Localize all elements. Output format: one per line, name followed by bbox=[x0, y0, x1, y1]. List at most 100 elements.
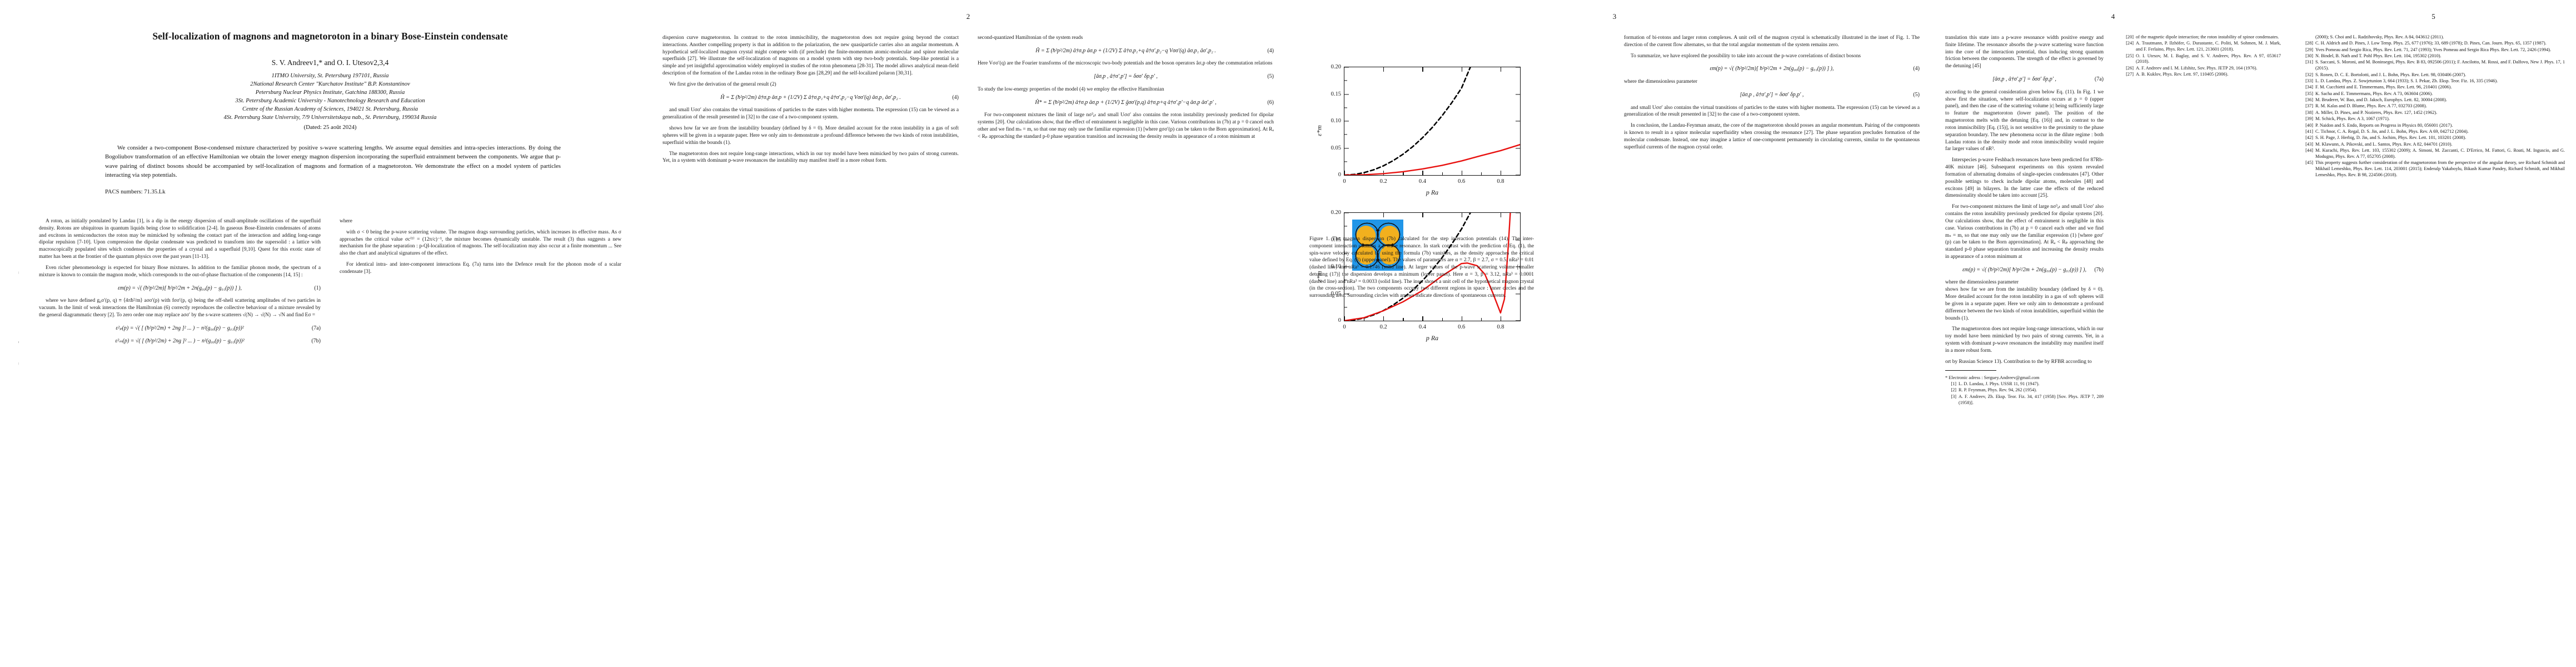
page-5: 5 (2000); S. Choi and L. Radzihovsky, Ph… bbox=[2293, 0, 2574, 667]
reference-text: A. Miller, D. Pines, and P. Nozieres, Ph… bbox=[2315, 109, 2438, 115]
reference-item: [36] M. Bruderer, W. Bao, and D. Jaksch, … bbox=[2302, 97, 2565, 103]
reference-text: A. F. Andreev, Zh. Eksp. Teor. Fiz. 34, … bbox=[1959, 394, 2104, 405]
references-list: (2000); S. Choi and L. Radzihovsky, Phys… bbox=[2302, 34, 2565, 178]
y-tick-label: 0.20 bbox=[1331, 209, 1341, 216]
y-tick-label: 0.15 bbox=[1331, 91, 1341, 97]
reference-text: of the magnetic dipole interaction; the … bbox=[2136, 34, 2279, 39]
figure-caption: Figure 1. The magnon dispersion (7b) cal… bbox=[1309, 236, 1534, 299]
footnote-email: * Electronic adress : Serguey.Andreev@gm… bbox=[1945, 375, 2040, 380]
abstract: We consider a two-component Bose-condens… bbox=[105, 143, 561, 197]
reference-item: (2000); S. Choi and L. Radzihovsky, Phys… bbox=[2302, 34, 2565, 41]
equation-number: (5) bbox=[1913, 91, 1920, 98]
reference-number bbox=[2302, 34, 2313, 41]
reference-text: M. Bruderer, W. Bao, and D. Jaksch, Euro… bbox=[2315, 97, 2447, 103]
y-tick-label: 0.20 bbox=[1331, 63, 1341, 70]
reference-number: [28] bbox=[2305, 41, 2313, 46]
reference-item: [43] M. Klawunn, A. Pikovski, and L. Sant… bbox=[2302, 142, 2565, 148]
equation-7b: ε²ₘ(p) = √( [ (ħ²p²/2m) + 2ng ]² ... ) −… bbox=[39, 337, 321, 345]
paragraph: and small Uσσ′ also contains the virtual… bbox=[662, 107, 959, 121]
equation-number: (7b) bbox=[311, 338, 321, 345]
column-right-references: [20] of the magnetic dipole interaction;… bbox=[2122, 34, 2281, 406]
equation-number: (5) bbox=[1267, 73, 1274, 80]
acknowledgements: ort by Russian Science 13). Contribution… bbox=[1945, 359, 2092, 365]
reference-text: M. Schick, Phys. Rev. A 3, 1067 (1971). bbox=[2315, 116, 2390, 122]
equation-7a: ε²ₚ(p) = √( [ (ħ²p²/2m) + 2ng ]² ... ) −… bbox=[39, 325, 321, 332]
page-number: 4 bbox=[2111, 12, 2115, 21]
x-tick-label: 0.2 bbox=[1379, 324, 1387, 330]
reference-number: [35] bbox=[2305, 91, 2313, 96]
x-axis-label: p Ra bbox=[1426, 188, 1439, 196]
reference-text: S. H. Page, J. Herbig, D. Jin, and S. Jo… bbox=[2315, 135, 2467, 141]
chart-series bbox=[1344, 213, 1511, 321]
paragraph: For two-component mixtures the limit of … bbox=[978, 112, 1274, 140]
column-left-figure: ε*m 0 0.05 0.10 0.15 0.20 bbox=[1309, 34, 1605, 342]
paragraph: with σ < 0 being the p-wave scattering v… bbox=[340, 229, 621, 257]
column-right: formation of bi-rotons and larger roton … bbox=[1624, 34, 1920, 151]
equation-number: (1) bbox=[314, 285, 321, 291]
chart-curves-upper bbox=[1344, 67, 1520, 175]
x-axis-label: p Ra bbox=[1426, 334, 1439, 342]
plot-area-upper: 0 0.05 0.10 0.15 0.20 bbox=[1331, 64, 1521, 185]
x-tick-label: 0.4 bbox=[1418, 178, 1426, 185]
reference-number: [38] bbox=[2305, 109, 2313, 115]
page-number: 2 bbox=[966, 12, 970, 21]
reference-item: [25] O. I. Utesov, M. I. Baglay, and S. … bbox=[2122, 53, 2281, 66]
reference-number: [20] bbox=[2126, 34, 2134, 39]
reference-text: S. Saccani, S. Moroni, and M. Boninsegni… bbox=[2315, 59, 2565, 71]
equation-number: (7b) bbox=[2094, 266, 2104, 273]
reference-text: K. Sacha and E. Timmermans, Phys. Rev. A… bbox=[2315, 91, 2433, 96]
equation-body: Ĥ* = Σ (ħ²p²/2m) â†σ,p âσ,p + (1/2V) Σ g… bbox=[1035, 99, 1217, 106]
affiliation: 4St. Petersburg State University, 7/9 Un… bbox=[223, 115, 437, 121]
equation-body: ε²ₘ(p) = √( [ (ħ²p²/2m) + 2ng ]² ... ) −… bbox=[115, 338, 245, 345]
reference-text: S. Ronen, D. C. E. Bortolotti, and J. L.… bbox=[2315, 72, 2467, 77]
reference-number: [1] bbox=[1951, 381, 1956, 387]
pacs-numbers: PACS numbers: 71.35.Lk bbox=[105, 188, 166, 195]
reference-number: [33] bbox=[2305, 78, 2313, 84]
reference-text: L. D. Landau, J. Phys. USSR 11, 91 (1947… bbox=[1959, 381, 2040, 387]
equation-17: [âσ,p , â†σ′,p′] = δσσ′ δp,p′ , (7a) bbox=[1945, 76, 2104, 83]
title-block: Self-localization of magnons and magneto… bbox=[19, 31, 641, 131]
reference-number: [27] bbox=[2126, 72, 2134, 77]
y-tick-label: 0 bbox=[1338, 317, 1341, 323]
equation-number: (4) bbox=[1913, 66, 1920, 72]
equation-number: (7a) bbox=[2094, 76, 2104, 83]
paragraph: For two-component mixtures the limit of … bbox=[1945, 204, 2104, 260]
equation-number: (7a) bbox=[311, 325, 321, 331]
reference-number: [29] bbox=[2305, 47, 2313, 52]
reference-item: [32] S. Ronen, D. C. E. Bortolotti, and J… bbox=[2302, 72, 2565, 78]
y-tick-label: 0.15 bbox=[1331, 236, 1341, 243]
equation-14: εm(p) = √( (ħ²p²/2m)[ ħ²p²/2m + 2n(g₀₀(p… bbox=[1624, 65, 1920, 73]
page-3-columns: ε*m 0 0.05 0.10 0.15 0.20 bbox=[1309, 34, 1920, 342]
date-line: (Dated: 25 août 2024) bbox=[303, 124, 357, 131]
page-number: 3 bbox=[1612, 12, 1617, 21]
reference-number: [32] bbox=[2305, 72, 2313, 77]
paragraph: shows how far we are from the instabilit… bbox=[662, 126, 959, 146]
magnon-crystal-inset bbox=[1352, 220, 1403, 271]
x-tick-label: 0 bbox=[1343, 178, 1346, 185]
paragraph: To summarize, we have explored the possi… bbox=[1631, 53, 1861, 59]
affiliation: Centre of the Russian Academy of Science… bbox=[242, 106, 418, 113]
paragraph: translation this state into a p-wave res… bbox=[1945, 35, 2104, 69]
reference-item: [30] N. Bindel, B. Nath and T. Pohl Phys.… bbox=[2302, 53, 2565, 59]
x-tick-label: 0.4 bbox=[1418, 324, 1426, 330]
reference-text: F. M. Cucchietti and E. Timmermans, Phys… bbox=[2315, 84, 2452, 90]
reference-text: C. H. Aldrich and D. Pines, J. Low Temp.… bbox=[2315, 41, 2547, 46]
current-arrow-icon bbox=[1362, 230, 1393, 261]
reference-item: [1] L. D. Landau, J. Phys. USSR 11, 91 (… bbox=[1945, 381, 2104, 387]
footnote-rule bbox=[1945, 370, 1996, 371]
reference-text: R. M. Kalas and D. Blume, Phys. Rev. A 7… bbox=[2315, 103, 2427, 109]
reference-item: [45] This property suggests further consi… bbox=[2302, 160, 2565, 178]
reference-text: C. Tichnor, C. A. Regal, D. S. Jin, and … bbox=[2315, 128, 2469, 134]
y-tick-label: 0 bbox=[1338, 171, 1341, 178]
equation-5: [âσ,p , â†σ′,p′] = δσσ′ δp,p′ , (5) bbox=[978, 73, 1274, 81]
column-left: translation this state into a p-wave res… bbox=[1945, 34, 2104, 406]
author-list: S. V. Andreev1,* and O. I. Utesov2,3,4 bbox=[271, 58, 389, 67]
paragraph: In conclusion, the Landau-Feynman ansatz… bbox=[1624, 123, 1920, 150]
page-2: 2 dispersion curve magnetoroton. In cont… bbox=[646, 0, 1291, 667]
page-1-columns: A roton, as initially postulated by Land… bbox=[39, 218, 621, 351]
equation-body: ε²ₚ(p) = √( [ (ħ²p²/2m) + 2ng ]² ... ) −… bbox=[116, 325, 244, 331]
chart-curves-lower bbox=[1344, 213, 1511, 321]
equation-body: Ĥ = Σ (ħ²p²/2m) â†σ,p âσ,p + (1/2V) Σ â†… bbox=[1035, 47, 1216, 54]
paragraph: A roton, as initially postulated by Land… bbox=[39, 218, 321, 260]
